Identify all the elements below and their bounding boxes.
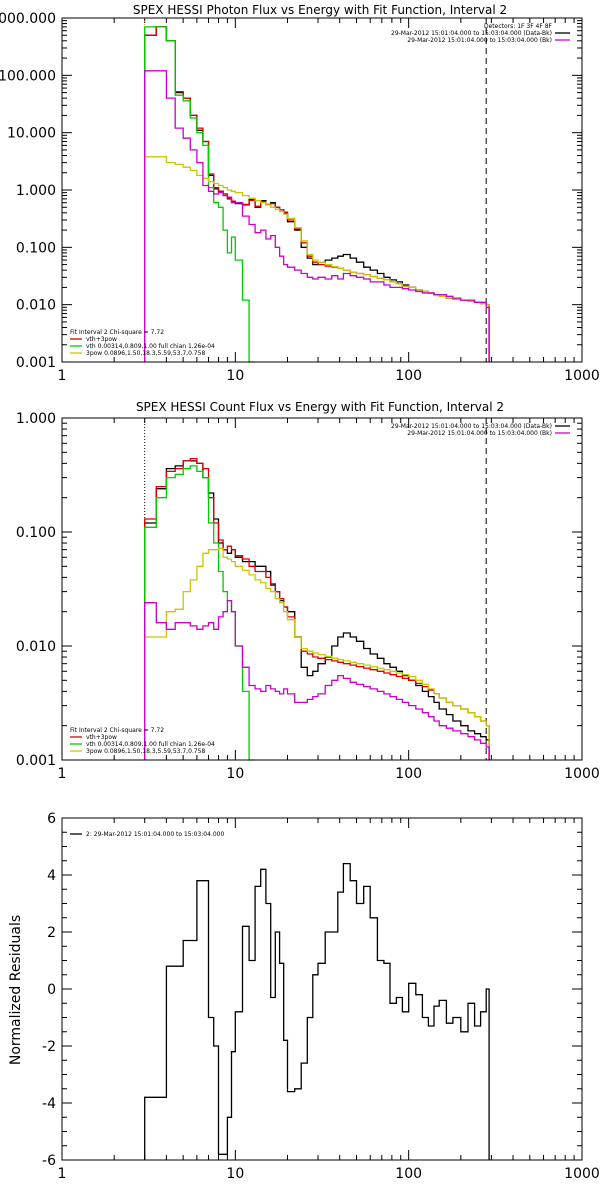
x-tick-label: 1000	[564, 368, 600, 384]
x-tick-label: 1	[58, 766, 67, 782]
legend-label: vth 0.00314,0.809,1.00 full chian 1.26e-…	[86, 741, 215, 748]
data-series-line	[144, 26, 490, 362]
legend-label: 3pow 0.0896,1.50,18.3,5.59,53.7,0.758	[86, 748, 205, 755]
y-tick-label: 0.001	[16, 753, 56, 769]
y-tick-label: 0.100	[16, 240, 56, 256]
data-series-line	[144, 156, 490, 362]
y-tick-label: 2	[47, 925, 56, 941]
data-series-line	[144, 460, 490, 760]
legend-label: vth+3pow	[86, 336, 117, 343]
plot-frame	[61, 817, 583, 1161]
photon-flux-panel: SPEX HESSI Photon Flux vs Energy with Fi…	[0, 3, 600, 384]
x-tick-label: 1	[58, 1166, 67, 1182]
y-tick-label: -2	[42, 1039, 56, 1055]
info-line: 29-Mar-2012 15:01:04.000 to 15:03:04.000…	[391, 423, 552, 430]
data-series-line	[144, 465, 256, 761]
x-tick-label: 10	[226, 766, 244, 782]
info-line: 29-Mar-2012 15:01:04.000 to 15:03:04.000…	[407, 430, 552, 437]
data-series-line	[144, 26, 256, 363]
y-tick-label: 0	[47, 982, 56, 998]
legend-label: vth+3pow	[86, 734, 117, 741]
y-tick-label: 4	[47, 868, 56, 884]
data-series-line	[144, 26, 490, 362]
y-tick-label: 100.000	[0, 68, 56, 84]
x-tick-label: 100	[395, 1166, 422, 1182]
legend-label: Fit Interval 2 Chi-square = 7.72	[70, 329, 164, 336]
y-tick-label: 10.000	[7, 126, 56, 142]
legend-label: 2: 29-Mar-2012 15:01:04.000 to 15:03:04.…	[86, 831, 224, 838]
info-line: 29-Mar-2012 15:01:04.000 to 15:03:04.000…	[391, 30, 552, 37]
legend-label: vth 0.00314,0.809,1.00 full chian 1.26e-…	[86, 343, 215, 350]
info-line: 29-Mar-2012 15:01:04.000 to 15:03:04.000…	[407, 37, 552, 44]
count-flux-panel: SPEX HESSI Count Flux vs Energy with Fit…	[16, 400, 600, 782]
y-tick-label: -6	[42, 1153, 56, 1169]
y-tick-label: 0.010	[16, 639, 56, 655]
x-tick-label: 1	[58, 368, 67, 384]
y-tick-label: 0.100	[16, 525, 56, 541]
x-tick-label: 100	[395, 368, 422, 384]
legend-label: 3pow 0.0896,1.50,18.3,5.59,53.7,0.758	[86, 350, 205, 357]
data-series-line	[144, 70, 490, 362]
x-tick-label: 100	[395, 766, 422, 782]
x-tick-label: 10	[226, 368, 244, 384]
y-tick-label: 1000.000	[0, 11, 56, 27]
y-tick-label: 1.000	[16, 411, 56, 427]
y-tick-label: 0.001	[16, 355, 56, 371]
plot-frame	[61, 417, 583, 761]
y-tick-label: 0.010	[16, 298, 56, 314]
legend-label: Fit Interval 2 Chi-square = 7.72	[70, 727, 164, 734]
x-tick-label: 10	[226, 1166, 244, 1182]
residuals-panel: Normalized Residuals 1 10 100 1000 -6 -4 -2 0 2 4…	[8, 811, 600, 1182]
y-tick-label: -4	[42, 1096, 56, 1112]
data-series-line	[144, 862, 490, 1160]
plot-frame	[61, 17, 583, 363]
x-tick-label: 1000	[564, 1166, 600, 1182]
y-axis-label: Normalized Residuals	[8, 915, 24, 1065]
panel-title: SPEX HESSI Photon Flux vs Energy with Fi…	[133, 3, 507, 17]
panel-title: SPEX HESSI Count Flux vs Energy with Fit…	[136, 400, 504, 414]
data-series-line	[144, 457, 490, 760]
y-tick-label: 1.000	[16, 183, 56, 199]
x-tick-label: 1000	[564, 766, 600, 782]
data-series-line	[144, 599, 490, 760]
data-series-line	[144, 547, 490, 760]
info-line: Detectors: 1F 3F 4F 8F	[484, 23, 553, 30]
y-tick-label: 6	[47, 811, 56, 827]
